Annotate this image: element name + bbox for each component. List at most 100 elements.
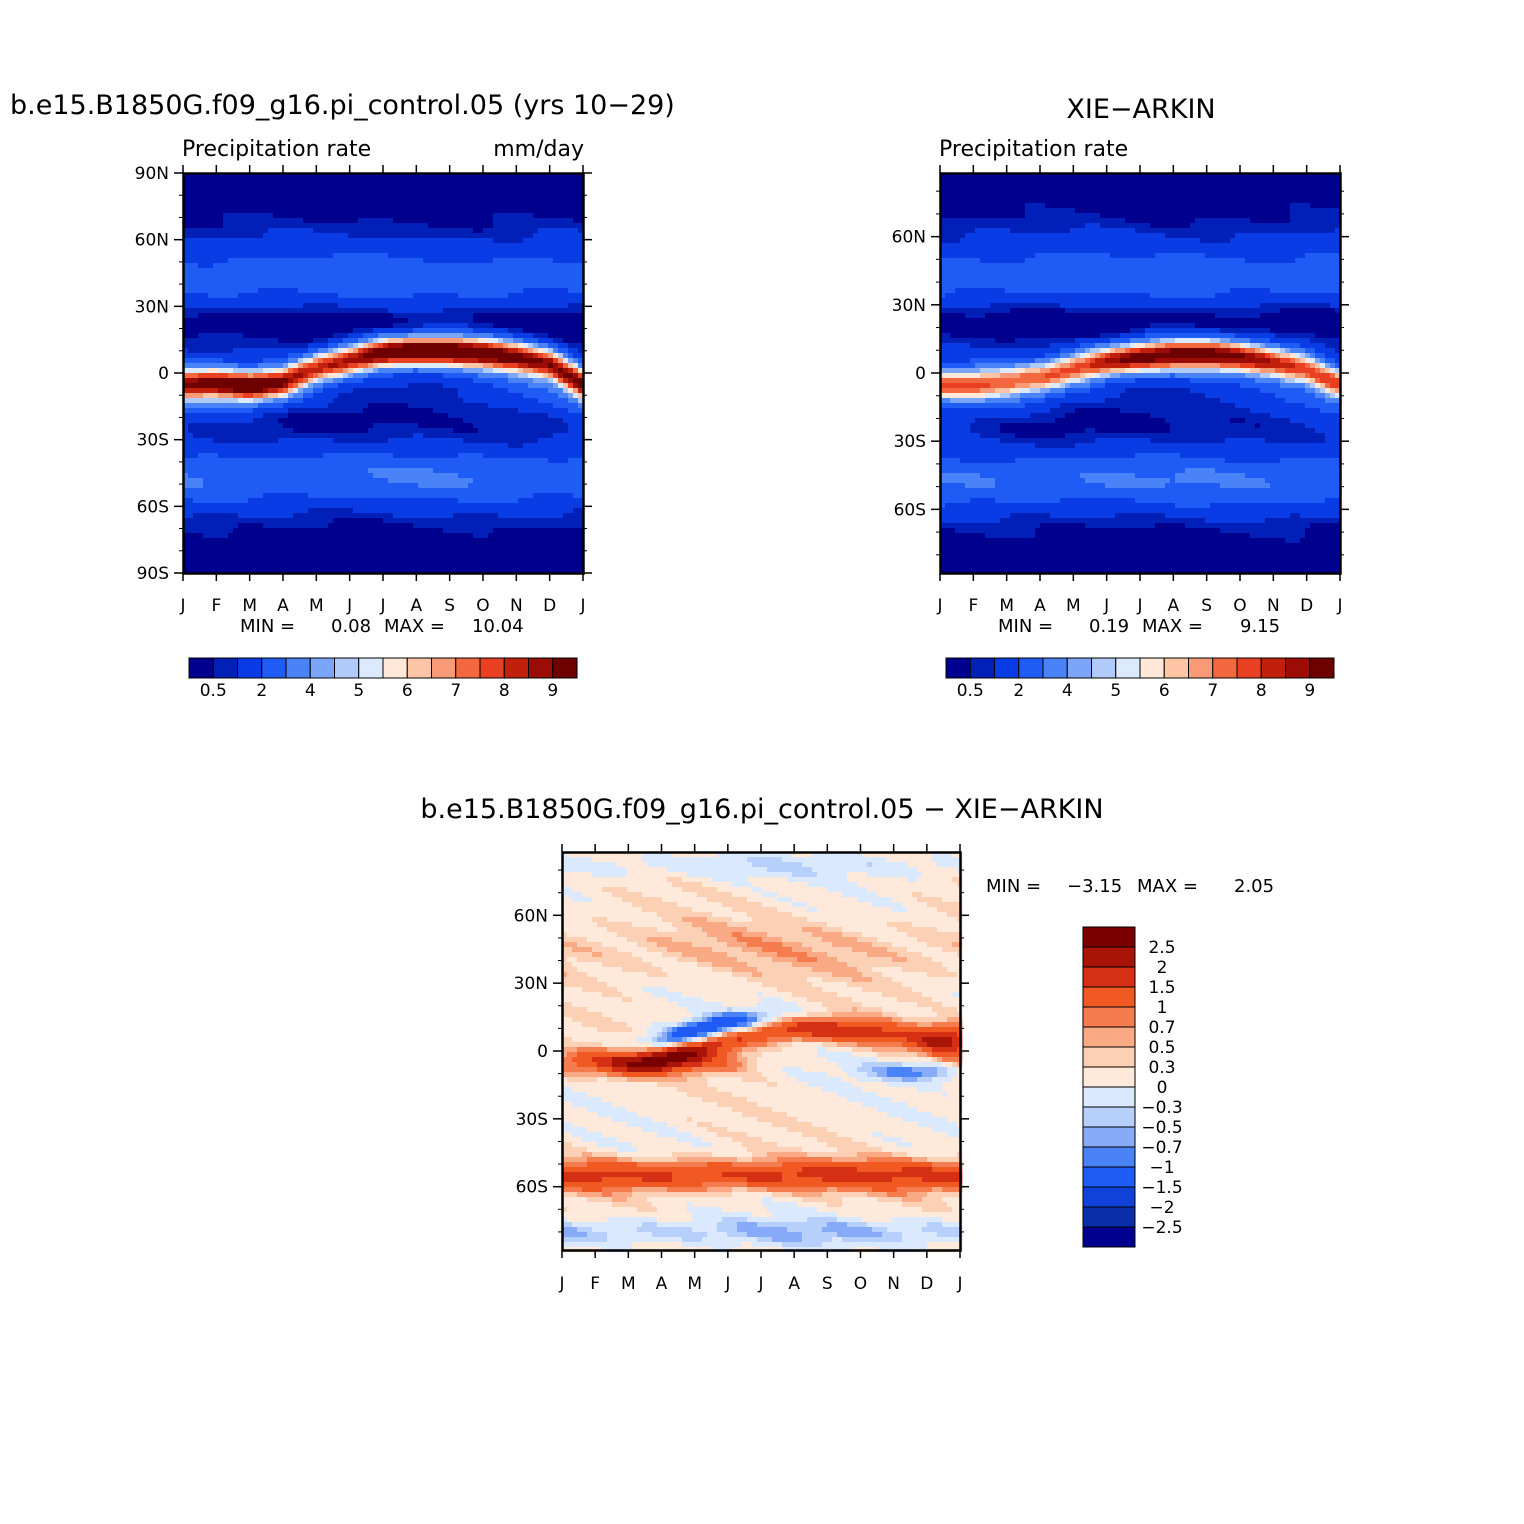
field-cell — [448, 178, 454, 184]
field-cell — [363, 473, 369, 479]
field-cell — [558, 473, 564, 479]
field-cell — [488, 253, 494, 259]
field-cell — [458, 223, 464, 229]
field-cell — [438, 458, 444, 464]
field-cell — [498, 368, 504, 374]
field-cell — [273, 393, 279, 399]
field-cell — [498, 213, 504, 219]
field-cell — [343, 298, 349, 304]
field-cell — [328, 303, 334, 309]
field-cell — [438, 228, 444, 234]
field-cell — [273, 258, 279, 264]
field-cell — [538, 243, 544, 249]
field-cell — [313, 403, 319, 409]
field-cell — [273, 423, 279, 429]
field-cell — [518, 408, 524, 414]
field-cell — [258, 253, 264, 259]
field-cell — [488, 173, 494, 179]
field-cell — [403, 428, 409, 434]
field-cell — [273, 243, 279, 249]
field-cell — [398, 218, 404, 224]
field-cell — [313, 328, 319, 334]
field-cell — [293, 303, 299, 309]
field-cell — [458, 258, 464, 264]
field-cell — [253, 298, 259, 304]
field-cell — [433, 433, 439, 439]
field-cell — [228, 323, 234, 329]
field-cell — [513, 368, 519, 374]
field-cell — [478, 173, 484, 179]
field-cell — [203, 468, 209, 474]
field-cell — [233, 283, 239, 289]
field-cell — [418, 443, 424, 449]
field-cell — [563, 408, 569, 414]
field-cell — [488, 258, 494, 264]
field-cell — [363, 418, 369, 424]
field-cell — [303, 313, 309, 319]
field-cell — [503, 453, 509, 459]
field-cell — [193, 328, 199, 334]
field-cell — [338, 333, 344, 339]
field-cell — [418, 273, 424, 279]
field-cell — [288, 313, 294, 319]
field-cell — [423, 398, 429, 404]
field-cell — [303, 288, 309, 294]
field-cell — [358, 383, 364, 389]
field-cell — [188, 203, 194, 209]
field-cell — [498, 378, 504, 384]
field-cell — [278, 388, 284, 394]
field-cell — [188, 208, 194, 214]
field-cell — [268, 403, 274, 409]
field-cell — [358, 343, 364, 349]
field-cell — [243, 408, 249, 414]
field-cell — [533, 408, 539, 414]
field-cell — [358, 398, 364, 404]
field-cell — [253, 403, 259, 409]
field-cell — [458, 183, 464, 189]
field-cell — [423, 408, 429, 414]
field-cell — [298, 228, 304, 234]
field-cell — [543, 253, 549, 259]
field-cell — [338, 283, 344, 289]
field-cell — [293, 178, 299, 184]
field-cell — [503, 193, 509, 199]
field-cell — [238, 353, 244, 359]
field-cell — [218, 408, 224, 414]
field-cell — [333, 298, 339, 304]
field-cell — [253, 253, 259, 259]
field-cell — [368, 228, 374, 234]
field-cell — [358, 198, 364, 204]
field-cell — [438, 288, 444, 294]
field-cell — [418, 318, 424, 324]
field-cell — [203, 203, 209, 209]
field-cell — [353, 173, 359, 179]
field-cell — [483, 448, 489, 454]
field-cell — [348, 458, 354, 464]
field-cell — [458, 413, 464, 419]
field-cell — [573, 368, 579, 374]
field-cell — [543, 263, 549, 269]
field-cell — [413, 198, 419, 204]
field-cell — [398, 323, 404, 329]
field-cell — [488, 383, 494, 389]
field-cell — [208, 443, 214, 449]
field-cell — [278, 208, 284, 214]
field-cell — [223, 458, 229, 464]
field-cell — [373, 288, 379, 294]
field-cell — [453, 408, 459, 414]
field-cell — [493, 298, 499, 304]
field-cell — [233, 288, 239, 294]
field-cell — [513, 378, 519, 384]
field-cell — [313, 388, 319, 394]
field-cell — [338, 208, 344, 214]
field-cell — [288, 448, 294, 454]
field-cell — [203, 298, 209, 304]
field-cell — [368, 383, 374, 389]
field-cell — [403, 438, 409, 444]
field-cell — [298, 418, 304, 424]
field-cell — [193, 223, 199, 229]
field-cell — [383, 463, 389, 469]
field-cell — [463, 278, 469, 284]
field-cell — [193, 283, 199, 289]
field-cell — [493, 363, 499, 369]
